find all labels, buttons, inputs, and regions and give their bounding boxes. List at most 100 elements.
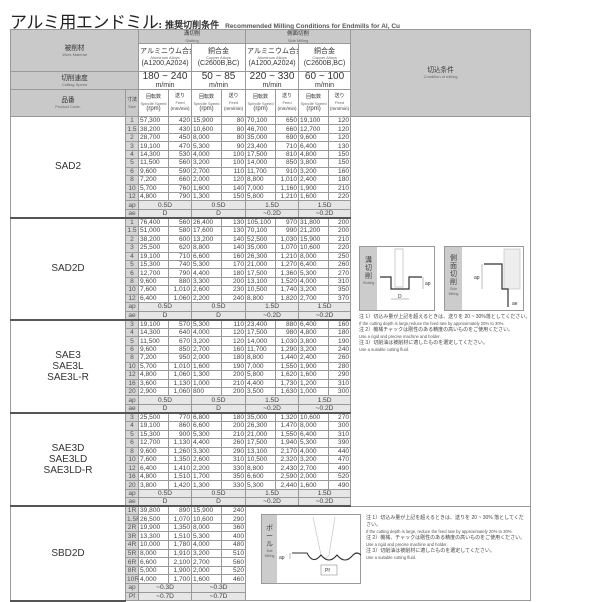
size-cell: 2R	[124, 522, 140, 533]
feed-cell: 160	[328, 166, 352, 177]
spindle-speed-cell: 21,000	[245, 259, 277, 270]
spindle-speed-header: 回転数 Spindle Speed (rpm)	[298, 89, 330, 117]
spindle-speed-cell: 5,300	[191, 429, 223, 440]
param-value: ~0.2D	[245, 497, 300, 508]
spindle-speed-cell: 15,900	[191, 505, 223, 516]
spindle-speed-cell: 2,000	[191, 565, 223, 576]
spindle-speed-cell: 6,400	[298, 259, 330, 270]
feed-cell: 200	[221, 276, 247, 287]
size-cell: 4	[124, 327, 140, 338]
feed-cell: 880	[275, 319, 300, 329]
size-cell: 5	[124, 336, 140, 346]
feed-cell: 280	[328, 361, 352, 372]
spindle-speed-cell: 8,000	[191, 522, 223, 533]
size-cell: 20	[124, 480, 140, 490]
feed-cell: 560	[168, 158, 193, 168]
spindle-speed-cell: 28,700	[138, 132, 170, 143]
spindle-speed-cell: 23,400	[245, 319, 277, 329]
spindle-speed-cell: 5,300	[298, 268, 330, 278]
spindle-speed-cell: 2,700	[191, 344, 223, 355]
spindle-speed-cell: 19,100	[298, 115, 330, 126]
feed-cell: 110	[221, 166, 247, 177]
spindle-speed-cell: 2,000	[298, 471, 330, 482]
feed-cell: 560	[168, 217, 193, 228]
spindle-speed-cell: 4,000	[298, 446, 330, 457]
feed-cell: 80	[221, 115, 247, 126]
spindle-speed-cell: 9,600	[138, 166, 170, 177]
spindle-speed-cell: 1,900	[298, 183, 330, 193]
param-label: ap	[124, 488, 140, 499]
spindle-speed-cell: 5,300	[298, 438, 330, 448]
feed-cell: 1,730	[275, 378, 300, 389]
spindle-speed-cell: 25,500	[138, 412, 170, 423]
size-cell: 4	[124, 149, 140, 160]
param-label: Pf	[124, 591, 140, 602]
spindle-speed-cell: 4,000	[298, 276, 330, 287]
param-value: D	[138, 208, 193, 219]
feed-cell: 520	[328, 471, 352, 482]
spindle-speed-cell: 1,300	[191, 370, 223, 380]
feed-cell: 570	[168, 319, 193, 329]
feed-cell: 210	[221, 429, 247, 440]
feed-cell: 1,060	[168, 370, 193, 380]
param-label: ae	[124, 310, 140, 321]
feed-cell: 650	[275, 115, 300, 126]
feed-cell: 210	[221, 378, 247, 389]
spindle-speed-cell: 5,300	[191, 141, 223, 151]
table-row: 4 14,300 640 4,000 120 17,500 980 4,800 180	[11, 327, 531, 338]
feed-header: 送り Feed (mm/min)	[328, 89, 352, 117]
param-value: 1.5D	[298, 488, 352, 499]
spindle-speed-cell: 1,000	[298, 386, 330, 397]
feed-cell: 1,740	[275, 285, 300, 295]
spindle-speed-cell: 57,300	[138, 115, 170, 126]
feed-cell: 530	[168, 149, 193, 160]
table-row: SAD2D 1 76,400 560 26,400 130 105,100 970 31,800…	[10, 217, 531, 321]
size-cell: 3	[124, 243, 140, 253]
feed-cell: 100	[221, 149, 247, 160]
feed-cell: 360	[221, 522, 247, 533]
spindle-speed-cell: 21,200	[298, 226, 330, 236]
spindle-speed-cell: 4,000	[191, 327, 223, 338]
spindle-speed-cell: 17,600	[191, 226, 223, 236]
size-cell: 6R	[124, 557, 140, 567]
feed-cell: 310	[328, 429, 352, 440]
feed-cell: 190	[328, 336, 352, 346]
cutting-speed-header: 切削速度 Cutting Speed	[9, 71, 140, 90]
spindle-speed-cell: 21,000	[245, 429, 277, 440]
feed-cell: 1,320	[275, 412, 300, 423]
spindle-speed-cell: 8,800	[245, 463, 277, 473]
size-cell: 6	[124, 166, 140, 177]
feed-cell: 240	[221, 293, 247, 304]
size-cell: 1.5	[124, 226, 140, 236]
spindle-speed-cell: 6,600	[191, 421, 223, 431]
feed-cell: 180	[328, 327, 352, 338]
spindle-speed-cell: 2,200	[191, 463, 223, 473]
size-cell: 4	[124, 251, 140, 261]
feed-cell: 310	[328, 276, 352, 287]
spindle-speed-cell: 9,600	[138, 344, 170, 355]
size-cell: 1	[124, 115, 140, 126]
table-row: 3 25,500 620 8,800 140 35,000 1,070 10,600 220	[11, 243, 531, 253]
param-label: ae	[124, 497, 140, 508]
feed-cell: 440	[328, 446, 352, 457]
feed-cell: 2,100	[168, 557, 193, 567]
spindle-speed-cell: 8,000	[191, 132, 223, 143]
page-title: アルミ用エンドミル: 推奨切削条件 Recommended Milling Con…	[10, 8, 400, 33]
spindle-speed-cell: 1,000	[191, 378, 223, 389]
feed-cell: 1,780	[168, 540, 193, 550]
feed-header: 送り Feed (mm/min)	[275, 89, 300, 117]
feed-cell: 160	[221, 344, 247, 355]
spindle-speed-cell: 6,600	[191, 251, 223, 261]
param-value: 1.5D	[245, 302, 300, 312]
spindle-speed-cell: 11,500	[138, 336, 170, 346]
notes-bottom: 注 1）切込み量が上記を超えるときは、送りを 20 ~ 30% 落としてください…	[366, 515, 526, 561]
size-cell: 5R	[124, 548, 140, 559]
spindle-speed-cell: 14,000	[245, 158, 277, 168]
feed-cell: 290	[221, 446, 247, 457]
spindle-speed-cell: 8,800	[245, 353, 277, 363]
feed-cell: 270	[328, 268, 352, 278]
spindle-speed-cell: 10,500	[245, 454, 277, 465]
spindle-speed-cell: 7,600	[138, 285, 170, 295]
spindle-speed-cell: 800	[191, 386, 223, 397]
param-value: 1.5D	[298, 395, 352, 405]
